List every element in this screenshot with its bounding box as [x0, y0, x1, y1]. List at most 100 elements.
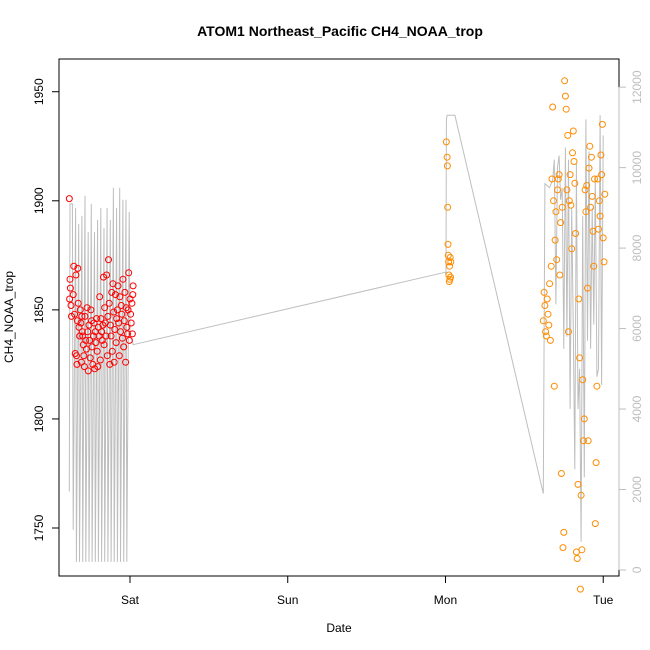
series-1-point [78, 328, 86, 336]
series-1-point [108, 288, 116, 296]
series-1-point [94, 363, 102, 371]
series-2-point [567, 201, 575, 209]
y2-tick-label: 8000 [630, 234, 644, 261]
series-1-point [112, 291, 119, 299]
series-2-point [561, 92, 569, 100]
series-2-point [584, 437, 592, 445]
series-1-point [70, 262, 78, 270]
y2-tick-label: 2000 [630, 476, 644, 503]
series-2-point [599, 234, 607, 242]
series-1-point [100, 341, 108, 349]
series-1-point [96, 293, 104, 301]
series-1-point [76, 306, 84, 314]
series-1-point [87, 306, 95, 314]
series-2-point [554, 175, 562, 183]
series-1-point [105, 299, 113, 307]
series-2-point [584, 284, 591, 292]
x-tick-label: Sat [121, 593, 140, 607]
series-2-point [592, 459, 600, 467]
series-2-point [560, 528, 568, 536]
series-2-point [551, 236, 559, 244]
series-2-point [601, 190, 609, 198]
series-2-point [573, 555, 581, 562]
altitude-line-layer [68, 114, 604, 562]
series-1-point [105, 256, 112, 264]
y2-axis: 0 2000 4000 6000 8000 10000 12000 [618, 70, 644, 573]
y-tick-label: 1950 [32, 78, 46, 105]
series-1-point [124, 330, 131, 338]
series-1-point [127, 319, 135, 327]
series-1-point [84, 328, 92, 336]
x-tick-label: Mon [434, 593, 457, 607]
x-tick-label: Tue [593, 593, 614, 607]
series-2-point [600, 258, 608, 266]
series-1-point [106, 321, 114, 329]
series-2-point [447, 258, 455, 266]
y2-tick-label: 6000 [630, 315, 644, 342]
series-2-point [550, 382, 558, 390]
point-layer [65, 77, 609, 593]
series-2-point [443, 153, 451, 161]
series-2-point [552, 208, 560, 216]
series-1-point [69, 291, 77, 299]
series-2-point [572, 230, 580, 237]
series-1-point [112, 339, 120, 347]
series-1-point [66, 275, 74, 283]
series-1-point [66, 284, 74, 292]
series-1-point [72, 271, 80, 279]
series-2-point [562, 105, 570, 113]
series-1-point [121, 288, 129, 296]
series-1-point [123, 323, 131, 331]
series-1-point [104, 312, 112, 320]
plot-frame [58, 58, 620, 577]
series-1-point [98, 328, 106, 336]
series-2-point [569, 149, 576, 157]
series-2-point [442, 138, 450, 146]
series-2-point [571, 179, 579, 187]
series-1-point [108, 347, 116, 355]
series-1-point [128, 299, 136, 307]
series-2-point [575, 295, 583, 303]
y2-tick-label: 12000 [630, 70, 644, 104]
series-2-point [546, 336, 554, 344]
series-1-point [93, 347, 101, 355]
series-1-point [73, 317, 81, 325]
series-2-point [444, 251, 452, 259]
series-1-point [103, 271, 111, 279]
y-tick-label: 1750 [32, 514, 46, 541]
series-1-point [103, 352, 111, 360]
series-1-point [122, 304, 130, 312]
series-1-point [125, 269, 133, 277]
series-2-point [539, 317, 547, 325]
series-2-point [591, 175, 598, 183]
series-2-point [544, 310, 552, 318]
series-2-point [557, 470, 565, 477]
series-2-point [550, 197, 557, 205]
series-2-point [598, 171, 606, 179]
series-2-point [580, 437, 587, 445]
series-2-point [553, 256, 561, 264]
series-2-point [593, 382, 601, 390]
series-2-point [576, 354, 584, 362]
series-2-point [583, 182, 591, 189]
series-2-point [581, 186, 589, 194]
y-tick-label: 1850 [32, 296, 46, 323]
series-1-point [120, 317, 128, 325]
y2-tick-label: 4000 [630, 395, 644, 422]
series-1-point [110, 308, 118, 316]
series-1-point [80, 352, 88, 360]
series-2-point [446, 254, 454, 261]
series-2-point [559, 544, 567, 552]
series-2-point [447, 273, 454, 281]
series-1-point [128, 330, 136, 338]
series-2-point [595, 225, 602, 233]
series-2-point [545, 321, 553, 329]
series-2-point [564, 131, 572, 139]
series-2-point [561, 77, 569, 85]
series-2-point [443, 162, 451, 170]
series-2-point [578, 546, 586, 554]
series-1-point [96, 356, 104, 364]
series-1-point [78, 312, 86, 320]
y-axis: 1750 1800 1850 1900 1950 [32, 78, 60, 541]
